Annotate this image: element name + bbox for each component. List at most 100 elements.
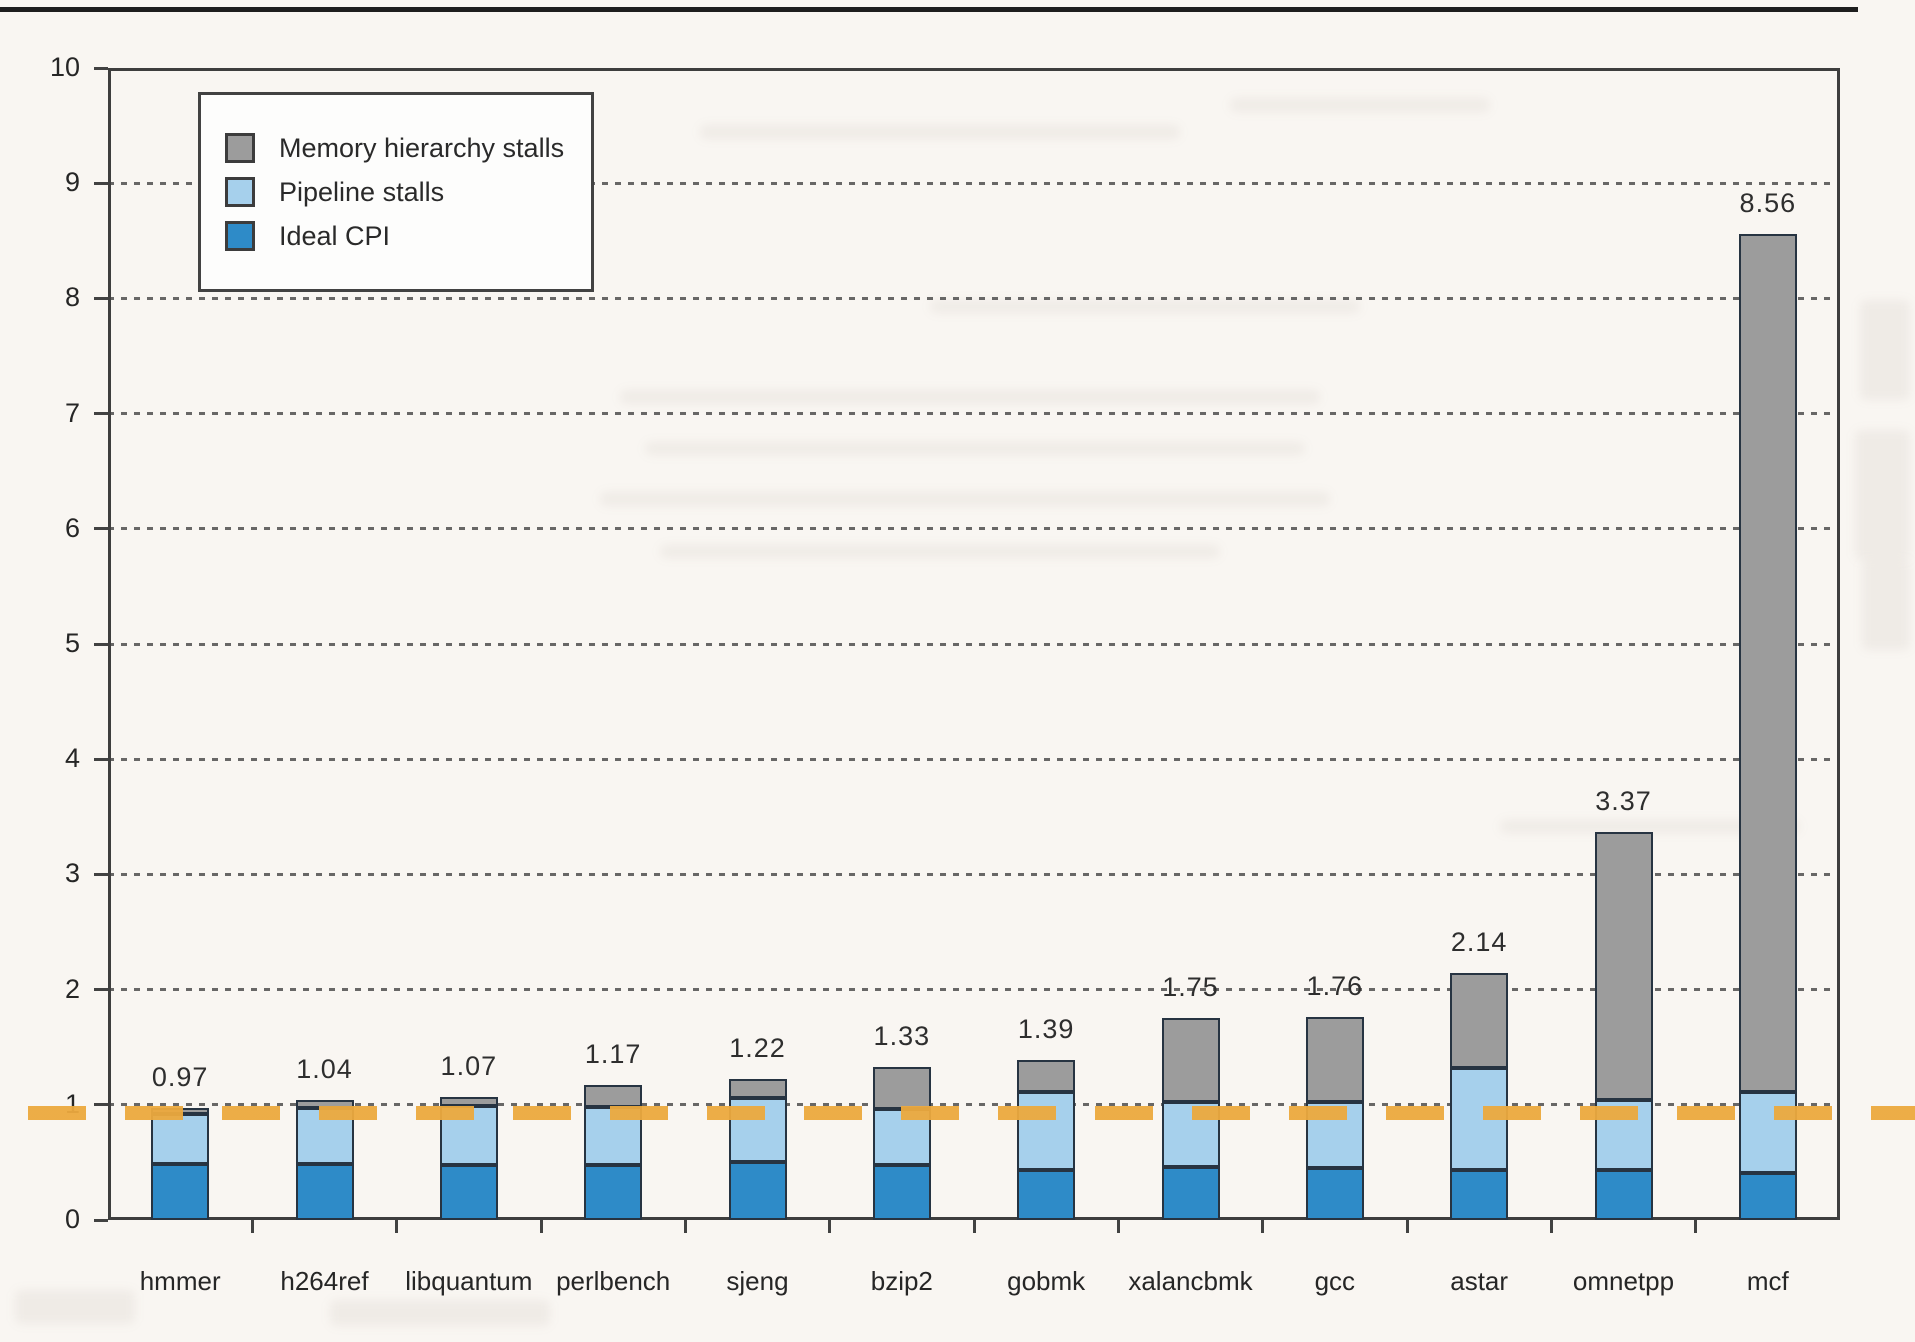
x-axis-label: gobmk xyxy=(1007,1266,1086,1296)
x-axis-tick xyxy=(250,1220,254,1233)
y-axis-tick xyxy=(94,1103,108,1107)
x-axis-label: xalancbmk xyxy=(1128,1266,1253,1296)
bar-value-label: 1.33 xyxy=(873,1020,931,1051)
y-axis-label: 3 xyxy=(64,858,80,889)
bar-segment-memory-hierarchy-stalls xyxy=(1450,973,1509,1068)
bar-segment-pipeline-stalls xyxy=(151,1114,210,1164)
x-axis-tick xyxy=(972,1220,976,1233)
gridline-y-8 xyxy=(108,296,1840,300)
y-axis-tick xyxy=(94,527,108,531)
x-axis-tick xyxy=(1116,1220,1120,1233)
bleedthrough-smudge xyxy=(1860,300,1910,400)
bleedthrough-smudge xyxy=(645,442,1305,455)
bar-segment-ideal-cpi xyxy=(1738,1172,1797,1220)
bar-segment-memory-hierarchy-stalls xyxy=(872,1066,931,1110)
y-axis-tick xyxy=(94,181,108,185)
gridline-y-1 xyxy=(108,1103,1840,1107)
bleedthrough-smudge xyxy=(600,492,1330,506)
bar-segment-memory-hierarchy-stalls xyxy=(439,1096,498,1106)
x-axis-label: perlbench xyxy=(556,1266,671,1296)
bar-value-label: 0.97 xyxy=(151,1062,209,1093)
bar-value-label: 1.04 xyxy=(296,1054,353,1085)
y-axis-tick xyxy=(94,66,108,70)
bar-segment-memory-hierarchy-stalls xyxy=(1161,1018,1220,1103)
legend-item: Memory hierarchy stalls xyxy=(225,133,591,164)
bar-segment-memory-hierarchy-stalls xyxy=(1017,1059,1076,1093)
legend-swatch-pipeline-stalls xyxy=(225,177,255,207)
legend-swatch-memory-hierarchy-stalls xyxy=(225,133,255,163)
x-axis-tick xyxy=(683,1220,687,1233)
legend-label: Memory hierarchy stalls xyxy=(279,132,565,163)
gridline-y-5 xyxy=(108,642,1840,646)
y-axis-label: 10 xyxy=(49,52,80,82)
bleedthrough-smudge xyxy=(1230,98,1490,112)
legend-label: Ideal CPI xyxy=(279,220,391,251)
x-axis-label: bzip2 xyxy=(870,1266,933,1296)
y-axis-tick xyxy=(94,872,108,876)
bar-value-label: 8.56 xyxy=(1739,187,1797,218)
bar-segment-ideal-cpi xyxy=(151,1163,210,1220)
bar-segment-memory-hierarchy-stalls xyxy=(1305,1017,1364,1103)
bleedthrough-smudge xyxy=(930,300,1360,313)
bleedthrough-smudge xyxy=(660,545,1220,558)
x-axis-label: h264ref xyxy=(280,1266,369,1296)
bleedthrough-smudge xyxy=(1862,560,1910,650)
bar-segment-ideal-cpi xyxy=(439,1164,498,1220)
bar-segment-memory-hierarchy-stalls xyxy=(1738,233,1797,1093)
bar-segment-ideal-cpi xyxy=(1450,1170,1509,1220)
y-axis-tick xyxy=(94,757,108,761)
x-axis-tick xyxy=(1549,1220,1553,1233)
x-axis-label: astar xyxy=(1450,1266,1509,1296)
bleedthrough-smudge xyxy=(1855,430,1910,560)
legend-swatch-ideal-cpi xyxy=(225,221,255,251)
y-axis-tick xyxy=(94,296,108,300)
bleedthrough-smudge xyxy=(330,1300,550,1326)
y-axis-tick xyxy=(94,1218,108,1222)
bar-segment-memory-hierarchy-stalls xyxy=(728,1079,787,1098)
plot-area xyxy=(108,68,1840,1220)
bar-value-label: 1.17 xyxy=(584,1039,642,1070)
x-axis-tick xyxy=(1405,1220,1409,1233)
bar-value-label: 1.22 xyxy=(729,1033,786,1064)
gridline-y-3 xyxy=(108,872,1840,876)
reference-line-cpi-1 xyxy=(28,1106,1915,1120)
bar-value-label: 1.39 xyxy=(1017,1013,1075,1044)
y-axis-tick xyxy=(94,988,108,992)
y-axis-label: 7 xyxy=(64,397,80,428)
bar-value-label: 1.07 xyxy=(440,1050,498,1081)
bleedthrough-smudge xyxy=(620,390,1320,404)
bar-segment-ideal-cpi xyxy=(1305,1168,1364,1220)
bleedthrough-smudge xyxy=(700,125,1180,139)
bar-segment-pipeline-stalls xyxy=(1017,1092,1076,1171)
x-axis-tick xyxy=(1261,1220,1265,1233)
gridline-y-2 xyxy=(108,988,1840,992)
x-axis-label: omnetpp xyxy=(1572,1266,1675,1296)
x-axis-label: sjeng xyxy=(726,1266,789,1296)
x-axis-tick xyxy=(828,1220,832,1233)
bar-segment-memory-hierarchy-stalls xyxy=(1594,831,1653,1101)
x-axis-label: hmmer xyxy=(139,1266,221,1296)
bar-value-label: 1.76 xyxy=(1306,971,1364,1002)
x-axis-label: mcf xyxy=(1746,1266,1789,1296)
y-axis-label: 4 xyxy=(64,743,80,774)
y-axis-label: 9 xyxy=(64,167,80,198)
chart-legend: Memory hierarchy stalls Pipeline stalls … xyxy=(198,92,594,292)
y-axis-label: 2 xyxy=(64,973,80,1004)
legend-item: Ideal CPI xyxy=(225,221,591,252)
bar-value-label: 2.14 xyxy=(1450,927,1508,958)
y-axis-tick xyxy=(94,412,108,416)
bar-value-label: 3.37 xyxy=(1595,785,1652,816)
bar-segment-ideal-cpi xyxy=(1161,1167,1220,1220)
bar-value-label: 1.75 xyxy=(1162,972,1219,1003)
bar-segment-pipeline-stalls xyxy=(1738,1092,1797,1173)
bleedthrough-smudge xyxy=(15,1290,135,1324)
legend-item: Pipeline stalls xyxy=(225,177,591,208)
y-axis-label: 0 xyxy=(64,1204,80,1234)
x-axis-label: libquantum xyxy=(405,1266,533,1296)
x-axis-tick xyxy=(539,1220,543,1233)
bleedthrough-smudge xyxy=(1500,820,1800,833)
bar-segment-ideal-cpi xyxy=(872,1164,931,1220)
gridline-y-6 xyxy=(108,527,1840,531)
x-axis-label: gcc xyxy=(1314,1266,1356,1296)
bar-segment-ideal-cpi xyxy=(728,1162,787,1220)
